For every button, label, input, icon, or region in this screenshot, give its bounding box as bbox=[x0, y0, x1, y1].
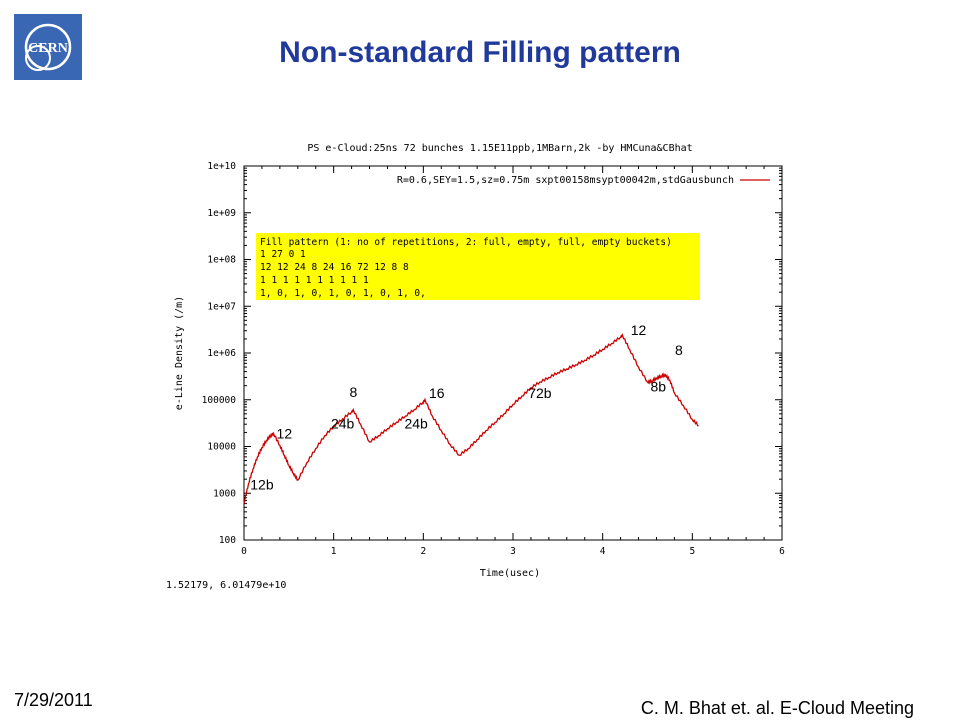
y-tick-label: 1e+09 bbox=[207, 208, 236, 219]
x-tick-label: 3 bbox=[510, 546, 516, 557]
series-line bbox=[243, 332, 699, 504]
logo-inner-ring bbox=[25, 45, 51, 71]
inset-line: 1 1 1 1 1 1 1 1 1 1 bbox=[260, 275, 369, 286]
slide-title: Non-standard Filling pattern bbox=[279, 36, 681, 69]
x-tick-label: 6 bbox=[779, 546, 785, 557]
inset-line: 1 27 0 1 bbox=[260, 249, 306, 260]
annotation-label: 12 bbox=[631, 322, 647, 338]
fill-pattern-inset: Fill pattern (1: no of repetitions, 2: f… bbox=[256, 233, 700, 300]
logo-text: CERN bbox=[28, 41, 68, 56]
logo-ring bbox=[24, 23, 72, 71]
annotation-label: 12 bbox=[277, 425, 293, 441]
x-tick-label: 5 bbox=[689, 546, 695, 557]
chart-title: PS e-Cloud:25ns 72 bunches 1.15E11ppb,1M… bbox=[307, 143, 692, 154]
y-tick-label: 1e+07 bbox=[207, 301, 236, 312]
annotation-label: 8 bbox=[349, 384, 357, 400]
x-tick-label: 2 bbox=[420, 546, 426, 557]
annotation-label: 16 bbox=[429, 385, 445, 401]
y-axis-label: e-Line Density (/m) bbox=[174, 296, 185, 410]
legend-entry-label: R=0.6,SEY=1.5,sz=0.75m sxpt00158msypt000… bbox=[397, 175, 734, 186]
x-tick-label: 1 bbox=[331, 546, 337, 557]
annotation-label: 24b bbox=[404, 416, 428, 432]
y-tick-label: 1e+08 bbox=[207, 255, 236, 266]
x-axis-label: Time(usec) bbox=[480, 568, 540, 579]
x-tick-label: 0 bbox=[241, 546, 247, 557]
y-tick-label: 1e+10 bbox=[207, 161, 236, 172]
inset-line: Fill pattern (1: no of repetitions, 2: f… bbox=[260, 237, 672, 248]
y-tick-label: 1000 bbox=[213, 488, 236, 499]
slide-date: 7/29/2011 bbox=[14, 690, 93, 710]
y-tick-label: 10000 bbox=[207, 442, 236, 453]
inset-line: 12 12 24 8 24 16 72 12 8 8 bbox=[260, 262, 409, 273]
slide-footer: C. M. Bhat et. al. E-Cloud Meeting bbox=[640, 698, 914, 718]
annotation-label: 8 bbox=[675, 342, 683, 358]
annotation-label: 72b bbox=[528, 385, 552, 401]
annotation-label: 24b bbox=[331, 416, 355, 432]
annotation-label: 12b bbox=[250, 477, 274, 493]
x-tick-label: 4 bbox=[600, 546, 606, 557]
cursor-readout: 1.52179, 6.01479e+10 bbox=[166, 580, 287, 591]
inset-line: 1, 0, 1, 0, 1, 0, 1, 0, 1, 0, bbox=[260, 288, 426, 299]
plot-frame bbox=[243, 165, 783, 541]
y-tick-label: 100000 bbox=[202, 395, 237, 406]
inset-background bbox=[256, 233, 700, 300]
cern-logo: CERN bbox=[14, 14, 82, 80]
y-tick-label: 1e+06 bbox=[207, 348, 236, 359]
y-tick-label: 100 bbox=[219, 535, 236, 546]
y-axis: 100 1000 10000 100000 1e+06 1e+07 1e+08 1e+09 1e… bbox=[202, 161, 782, 546]
annotation-label: 8b bbox=[650, 379, 666, 395]
legend: R=0.6,SEY=1.5,sz=0.75m sxpt00158msypt000… bbox=[397, 175, 770, 186]
